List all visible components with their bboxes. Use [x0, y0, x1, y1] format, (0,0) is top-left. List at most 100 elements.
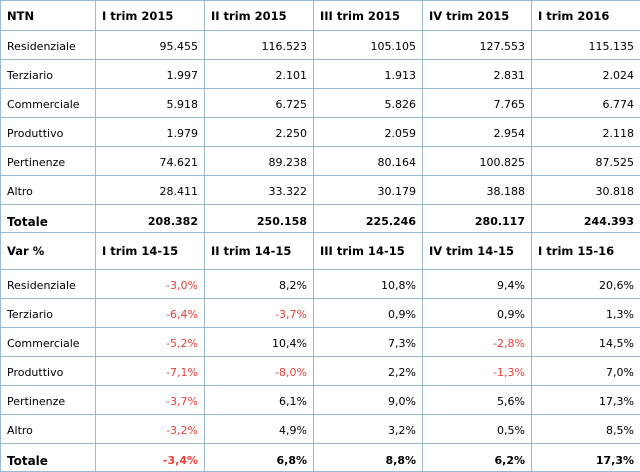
table-row: Produttivo 1.979 2.250 2.059 2.954 2.118	[0, 117, 640, 147]
table-cell: 105.105	[313, 30, 423, 60]
total-label: Totale	[0, 443, 96, 472]
table-row: Produttivo -7,1% -8,0% 2,2% -1,3% 7,0%	[0, 356, 640, 386]
table-cell: 14,5%	[531, 327, 640, 357]
table-row: Pertinenze 74.621 89.238 80.164 100.825 …	[0, 146, 640, 176]
table-cell: 8,5%	[531, 414, 640, 444]
column-header: IV trim 2015	[422, 0, 532, 31]
column-header: I trim 15-16	[531, 232, 640, 270]
table-cell: 3,2%	[313, 414, 423, 444]
table-cell: -5,2%	[95, 327, 205, 357]
table-cell: 2.250	[204, 117, 314, 147]
total-cell: 225.246	[313, 204, 423, 233]
table-row: Terziario -6,4% -3,7% 0,9% 0,9% 1,3%	[0, 298, 640, 328]
table-cell: 0,9%	[313, 298, 423, 328]
total-cell: 250.158	[204, 204, 314, 233]
row-label: Pertinenze	[0, 146, 96, 176]
total-cell: 8,8%	[313, 443, 423, 472]
row-label: Commerciale	[0, 88, 96, 118]
total-cell: 17,3%	[531, 443, 640, 472]
table-cell: 0,9%	[422, 298, 532, 328]
table-row: Commerciale 5.918 6.725 5.826 7.765 6.77…	[0, 88, 640, 118]
table-cell: 7.765	[422, 88, 532, 118]
row-label: Produttivo	[0, 356, 96, 386]
table-cell: 74.621	[95, 146, 205, 176]
table-row: Altro 28.411 33.322 30.179 38.188 30.818	[0, 175, 640, 205]
row-label: Altro	[0, 175, 96, 205]
table-cell: 5,6%	[422, 385, 532, 415]
table-cell: 116.523	[204, 30, 314, 60]
table-cell: 1.913	[313, 59, 423, 89]
table-cell: 100.825	[422, 146, 532, 176]
table-cell: 9,4%	[422, 269, 532, 299]
ntn-header-label: NTN	[0, 0, 96, 31]
table-cell: 7,0%	[531, 356, 640, 386]
table-cell: 30.179	[313, 175, 423, 205]
var-section: Var % I trim 14-15 II trim 14-15 III tri…	[0, 232, 640, 472]
table-cell: 10,8%	[313, 269, 423, 299]
var-header-label: Var %	[0, 232, 96, 270]
table-cell: -3,7%	[204, 298, 314, 328]
table-row: Residenziale 95.455 116.523 105.105 127.…	[0, 30, 640, 60]
table-cell: 17,3%	[531, 385, 640, 415]
table-cell: 95.455	[95, 30, 205, 60]
table-cell: 89.238	[204, 146, 314, 176]
ntn-section: NTN I trim 2015 II trim 2015 III trim 20…	[0, 0, 640, 233]
total-cell: -3,4%	[95, 443, 205, 472]
table-row: Commerciale -5,2% 10,4% 7,3% -2,8% 14,5%	[0, 327, 640, 357]
table-row: Terziario 1.997 2.101 1.913 2.831 2.024	[0, 59, 640, 89]
table-cell: 8,2%	[204, 269, 314, 299]
column-header: II trim 14-15	[204, 232, 314, 270]
table-row: Residenziale -3,0% 8,2% 10,8% 9,4% 20,6%	[0, 269, 640, 299]
row-label: Produttivo	[0, 117, 96, 147]
row-label: Pertinenze	[0, 385, 96, 415]
table-cell: 9,0%	[313, 385, 423, 415]
table-cell: 2.118	[531, 117, 640, 147]
table-cell: -6,4%	[95, 298, 205, 328]
table-cell: 2.024	[531, 59, 640, 89]
table-cell: 20,6%	[531, 269, 640, 299]
row-label: Terziario	[0, 298, 96, 328]
total-cell: 244.393	[531, 204, 640, 233]
table-cell: 1,3%	[531, 298, 640, 328]
table-cell: -2,8%	[422, 327, 532, 357]
table-cell: 2.059	[313, 117, 423, 147]
table-cell: 1.997	[95, 59, 205, 89]
row-label: Residenziale	[0, 269, 96, 299]
table-cell: 127.553	[422, 30, 532, 60]
table-cell: 6.774	[531, 88, 640, 118]
table-cell: 2.831	[422, 59, 532, 89]
table-cell: 5.826	[313, 88, 423, 118]
total-cell: 208.382	[95, 204, 205, 233]
column-header: I trim 2016	[531, 0, 640, 31]
table-cell: 7,3%	[313, 327, 423, 357]
table-cell: 1.979	[95, 117, 205, 147]
table-cell: -3,0%	[95, 269, 205, 299]
table-cell: -8,0%	[204, 356, 314, 386]
total-cell: 280.117	[422, 204, 532, 233]
table-row: Altro -3,2% 4,9% 3,2% 0,5% 8,5%	[0, 414, 640, 444]
table-cell: 28.411	[95, 175, 205, 205]
table-cell: 0,5%	[422, 414, 532, 444]
row-label: Commerciale	[0, 327, 96, 357]
table-cell: -7,1%	[95, 356, 205, 386]
total-cell: 6,2%	[422, 443, 532, 472]
table-cell: 30.818	[531, 175, 640, 205]
column-header: III trim 14-15	[313, 232, 423, 270]
column-header: IV trim 14-15	[422, 232, 532, 270]
table-cell: 2,2%	[313, 356, 423, 386]
table-cell: 80.164	[313, 146, 423, 176]
column-header: I trim 14-15	[95, 232, 205, 270]
total-cell: 6,8%	[204, 443, 314, 472]
table-cell: 6,1%	[204, 385, 314, 415]
table-cell: -1,3%	[422, 356, 532, 386]
total-row: Totale 208.382 250.158 225.246 280.117 2…	[0, 204, 640, 233]
row-label: Residenziale	[0, 30, 96, 60]
total-row: Totale -3,4% 6,8% 8,8% 6,2% 17,3%	[0, 443, 640, 472]
total-label: Totale	[0, 204, 96, 233]
table-cell: 2.954	[422, 117, 532, 147]
column-header: I trim 2015	[95, 0, 205, 31]
table-cell: -3,7%	[95, 385, 205, 415]
table-cell: 33.322	[204, 175, 314, 205]
row-label: Terziario	[0, 59, 96, 89]
